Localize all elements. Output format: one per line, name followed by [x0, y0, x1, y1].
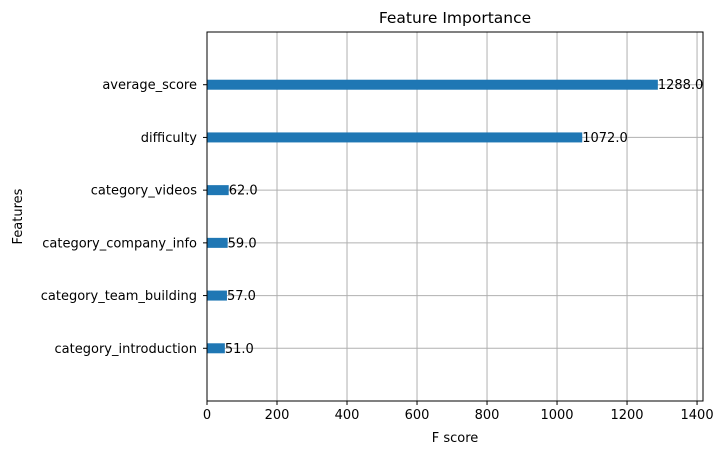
x-tick-label: 1200	[610, 408, 643, 423]
x-tick-label: 600	[405, 408, 430, 423]
bar-category-company-info	[207, 237, 228, 248]
y-tick-label: category_team_building	[41, 289, 197, 304]
x-tick-label: 800	[475, 408, 500, 423]
bar-category-videos	[207, 185, 229, 196]
chart-title: Feature Importance	[379, 9, 531, 27]
x-tick-label: 400	[335, 408, 360, 423]
y-tick-label: category_introduction	[55, 342, 197, 357]
bar-difficulty	[207, 132, 583, 143]
data-label: 59.0	[228, 236, 257, 251]
y-tick-label: average_score	[102, 78, 197, 93]
x-tick-label: 200	[265, 408, 290, 423]
plot-frame	[206, 31, 704, 402]
data-label: 62.0	[229, 184, 258, 199]
y-tick-label: category_videos	[91, 184, 197, 199]
y-tick-label: difficulty	[141, 131, 198, 146]
y-tick-label: category_company_info	[42, 236, 197, 251]
data-label: 57.0	[227, 289, 256, 304]
x-tick-label: 0	[203, 408, 211, 423]
data-label: 1288.0	[658, 78, 704, 93]
grid-lines	[206, 32, 703, 401]
data-label: 51.0	[225, 342, 254, 357]
y-axis-ticks: average_score difficulty category_videosca…	[41, 78, 207, 357]
x-tick-label: 1000	[540, 408, 573, 423]
bar-category-team-building	[207, 290, 227, 301]
bars	[207, 79, 658, 354]
x-axis-title: F score	[432, 431, 479, 446]
x-axis-ticks: 0 200 400 600 800 1000 1200 1400	[203, 401, 714, 423]
data-label: 1072.0	[582, 131, 628, 146]
bar-category-introduction	[207, 343, 225, 354]
bar-average-score	[207, 79, 658, 90]
data-labels: 1288.0 1072.0 62.0 59.0 57.0 51.0	[225, 78, 703, 357]
x-tick-label: 1400	[681, 408, 714, 423]
y-axis-title: Features	[11, 188, 26, 244]
